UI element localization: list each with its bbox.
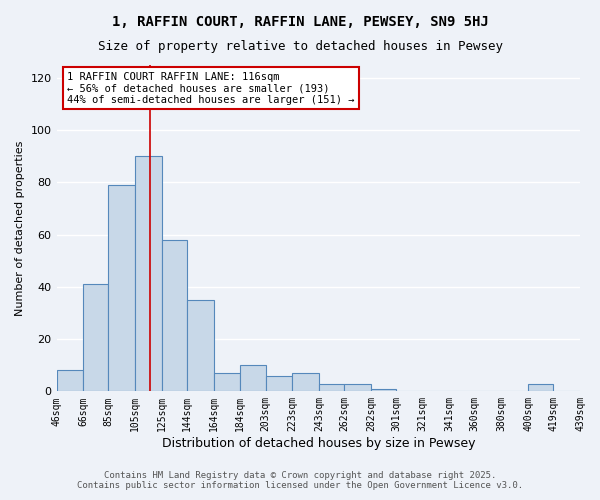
Text: 1, RAFFIN COURT, RAFFIN LANE, PEWSEY, SN9 5HJ: 1, RAFFIN COURT, RAFFIN LANE, PEWSEY, SN… [112, 15, 488, 29]
Bar [162, 240, 187, 392]
Y-axis label: Number of detached properties: Number of detached properties [15, 140, 25, 316]
X-axis label: Distribution of detached houses by size in Pewsey: Distribution of detached houses by size … [161, 437, 475, 450]
Bar [266, 376, 292, 392]
Bar [187, 300, 214, 392]
Bar [241, 365, 266, 392]
Bar [528, 384, 553, 392]
Bar [214, 373, 241, 392]
Bar [319, 384, 344, 392]
Bar [371, 388, 396, 392]
Text: Size of property relative to detached houses in Pewsey: Size of property relative to detached ho… [97, 40, 503, 53]
Bar [135, 156, 162, 392]
Bar [292, 373, 319, 392]
Text: Contains HM Land Registry data © Crown copyright and database right 2025.
Contai: Contains HM Land Registry data © Crown c… [77, 470, 523, 490]
Bar [109, 185, 135, 392]
Text: 1 RAFFIN COURT RAFFIN LANE: 116sqm
← 56% of detached houses are smaller (193)
44: 1 RAFFIN COURT RAFFIN LANE: 116sqm ← 56%… [67, 72, 355, 104]
Bar [56, 370, 83, 392]
Bar [83, 284, 109, 392]
Bar [344, 384, 371, 392]
